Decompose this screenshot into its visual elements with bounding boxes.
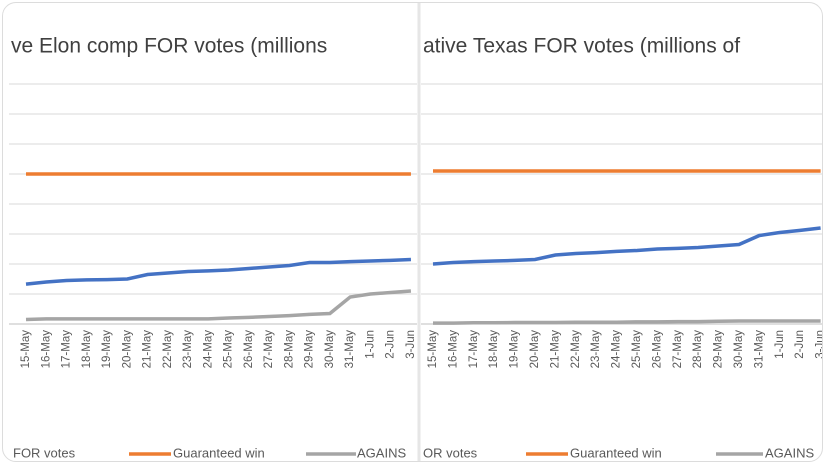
x-tick-label: 1-Jun (774, 330, 786, 359)
x-tick-label: 21-May (549, 330, 561, 369)
x-tick-label: 26-May (651, 330, 663, 369)
chart-panel: ve Elon comp FOR votes (millions 15-May 16… (9, 35, 417, 460)
x-tick-label: 23-May (590, 330, 602, 369)
x-tick-label: 19-May (509, 330, 521, 369)
x-tick-label: 26-May (243, 330, 255, 369)
x-tick-label: 18-May (81, 330, 93, 369)
series-line (432, 226, 821, 266)
x-tick-label: 17-May (468, 330, 480, 369)
x-tick-label: 2-Jun (794, 330, 806, 359)
x-tick-label: 15-May (427, 330, 439, 369)
legend-label: OR votes (423, 445, 478, 460)
x-tick-label: 28-May (692, 330, 704, 369)
x-tick-label: 3-Jun (815, 330, 822, 359)
x-tick-label: 16-May (447, 330, 459, 369)
x-tick-label: 24-May (202, 330, 214, 369)
x-tick-label: 17-May (61, 330, 73, 369)
legend-label: FOR votes (13, 445, 76, 460)
legend-label: Guaranteed win (570, 445, 662, 460)
x-tick-label: 16-May (40, 330, 52, 369)
series-line (25, 257, 412, 286)
x-tick-label: 30-May (324, 330, 336, 369)
x-tick-label: 18-May (488, 330, 500, 369)
legend-label: AGAINS (357, 445, 406, 460)
x-tick-label: 29-May (713, 330, 725, 369)
x-tick-label: 24-May (611, 330, 623, 369)
x-tick-label: 22-May (162, 330, 174, 369)
x-tick-label: 31-May (344, 330, 356, 369)
charts: ve Elon comp FOR votes (millions 15-May 16… (9, 3, 822, 461)
x-tick-label: 22-May (570, 330, 582, 369)
x-tick-label: 27-May (263, 330, 275, 369)
x-tick-label: 3-Jun (405, 330, 417, 359)
series-line (25, 289, 412, 322)
x-tick-label: 28-May (283, 330, 295, 369)
legend-label: Guaranteed win (173, 445, 265, 460)
x-tick-label: 29-May (304, 330, 316, 369)
x-tick-label: 25-May (631, 330, 643, 369)
x-tick-label: 25-May (223, 330, 235, 369)
chart-title: ve Elon comp FOR votes (millions (11, 35, 327, 58)
x-tick-label: 31-May (753, 330, 765, 369)
chart-panel: ative Texas FOR votes (millions of 15-May… (421, 35, 822, 460)
x-tick-label: 27-May (672, 330, 684, 369)
series-line (433, 319, 821, 325)
x-tick-label: 15-May (20, 330, 32, 369)
x-tick-label: 2-Jun (385, 330, 397, 359)
x-tick-label: 1-Jun (364, 330, 376, 359)
x-tick-label: 21-May (142, 330, 154, 369)
legend-label: AGAINS (765, 445, 814, 460)
chart-title: ative Texas FOR votes (millions of (423, 35, 740, 58)
x-tick-label: 30-May (733, 330, 745, 369)
x-tick-label: 20-May (529, 330, 541, 369)
x-tick-label: 19-May (101, 330, 113, 369)
x-tick-label: 23-May (182, 330, 194, 369)
x-tick-label: 20-May (121, 330, 133, 369)
